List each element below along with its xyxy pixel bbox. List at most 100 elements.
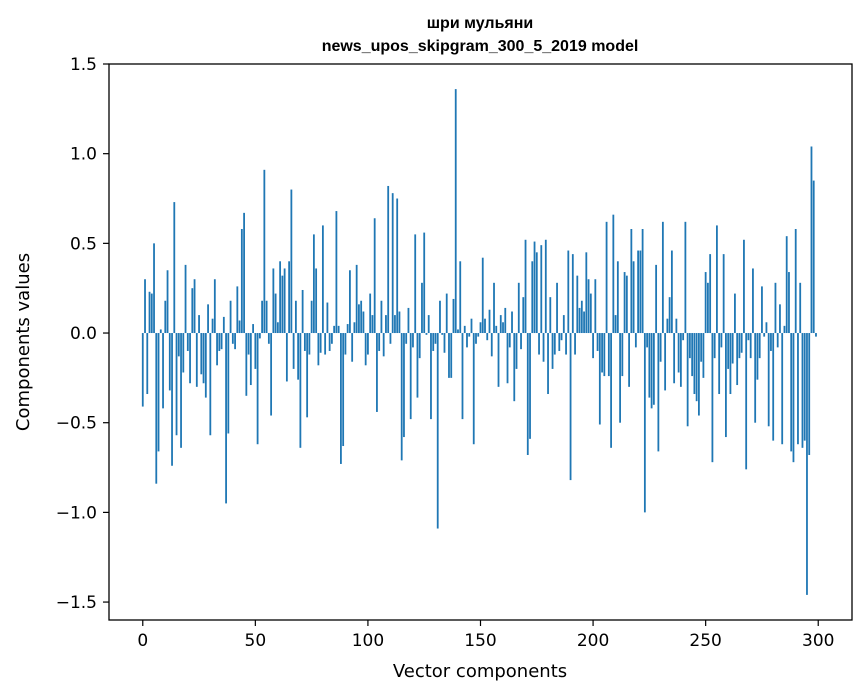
bar-157 [495,325,498,334]
bar-193 [576,275,579,334]
bar-19 [184,264,187,334]
bar-219 [634,333,637,348]
bar-59 [274,293,277,334]
bar-190 [569,333,572,481]
bar-78 [317,333,320,366]
bar-182 [551,333,554,369]
bar-223 [643,333,646,513]
bar-85 [333,325,336,334]
bar-77 [315,268,318,334]
bar-141 [459,261,462,334]
bar-197 [585,252,588,334]
bar-151 [481,257,484,334]
bar-32 [213,279,216,334]
bar-271 [752,268,754,334]
bar-176 [538,333,540,355]
bar-113 [396,198,399,334]
bar-4 [150,293,153,334]
bar-275 [761,286,763,334]
bar-269 [747,333,750,341]
bar-175 [535,252,538,334]
bar-146 [470,318,473,334]
bar-250 [704,272,707,334]
bar-211 [616,261,619,334]
bar-14 [173,202,176,334]
bar-72 [303,333,306,351]
bar-126 [425,333,428,335]
bar-274 [758,333,761,359]
bar-266 [740,333,743,353]
y-tick-label: 0.5 [70,234,97,254]
bar-75 [310,300,313,334]
bar-178 [542,333,545,362]
bar-172 [529,333,531,439]
bar-280 [772,333,775,441]
bar-216 [628,333,630,387]
bar-260 [727,333,730,369]
bar-255 [716,225,718,334]
bar-198 [587,279,590,334]
bar-17 [180,333,182,448]
bar-138 [452,298,455,334]
bar-237 [675,318,678,334]
bar-189 [567,250,570,334]
bar-22 [191,288,194,334]
bar-254 [713,333,716,359]
bar-105 [378,333,381,351]
bar-263 [734,293,736,334]
bar-137 [450,333,453,378]
bar-228 [655,264,658,334]
bar-86 [335,211,338,334]
bar-246 [695,333,698,402]
bar-100 [367,333,369,355]
bar-186 [560,333,563,341]
bar-110 [389,333,392,344]
bar-65 [288,261,291,334]
bar-90 [344,333,347,355]
bar-109 [387,185,390,334]
bar-276 [763,333,766,337]
bar-123 [418,333,421,359]
bar-173 [531,261,534,334]
bar-164 [511,311,513,334]
bar-231 [661,221,664,334]
bar-144 [466,333,468,348]
y-tick-label: −1.0 [56,503,97,523]
bar-291 [797,333,799,445]
bar-264 [736,333,739,386]
bar-0 [141,333,144,407]
bar-229 [657,333,660,452]
bar-55 [265,300,268,334]
bar-285 [783,325,786,334]
bar-251 [707,282,709,334]
bar-49 [252,324,254,334]
bar-89 [342,333,345,447]
bar-82 [326,302,329,334]
bar-74 [308,333,311,355]
bar-48 [249,333,252,386]
y-tick-label: −0.5 [56,414,97,434]
bar-265 [738,333,741,359]
plot-frame [108,63,853,621]
bar-259 [725,333,727,438]
bar-88 [340,333,342,464]
bar-101 [369,293,372,334]
bar-34 [218,333,221,351]
bar-20 [186,333,189,351]
bar-2 [146,333,149,395]
bar-127 [427,315,430,334]
bar-220 [637,250,640,334]
y-tick-label: 1.0 [70,145,97,165]
bar-42 [236,286,239,334]
x-tick-label: 100 [352,631,384,651]
bar-84 [331,333,333,344]
bar-218 [632,261,635,334]
y-tick-label: −1.5 [56,593,97,613]
bar-232 [664,333,667,391]
bar-159 [499,315,502,334]
bar-61 [279,261,282,334]
bar-125 [423,232,426,334]
bar-289 [792,333,795,463]
bar-13 [171,333,173,466]
